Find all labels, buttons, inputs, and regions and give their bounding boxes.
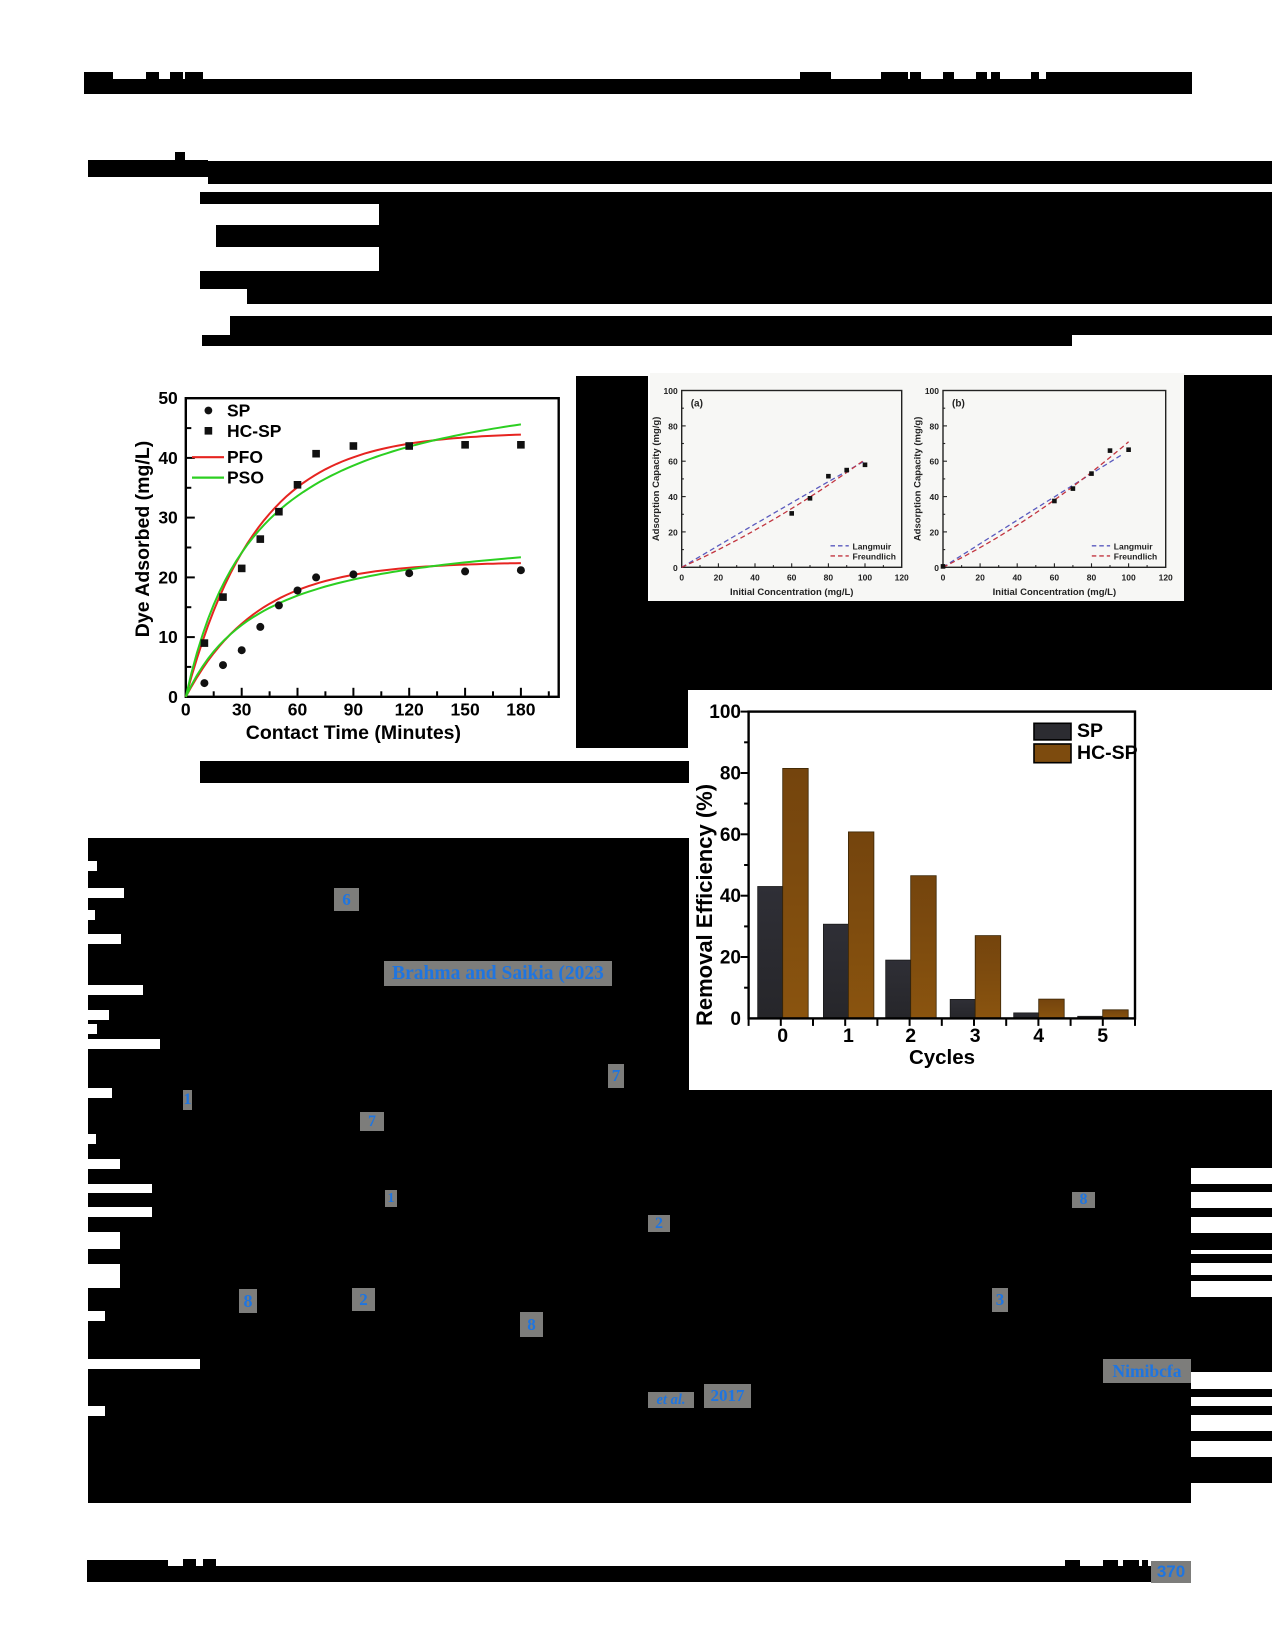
- svg-text:80: 80: [930, 421, 940, 431]
- svg-text:60: 60: [288, 700, 308, 720]
- svg-text:0: 0: [673, 563, 678, 573]
- svg-text:20: 20: [714, 572, 724, 582]
- svg-text:PFO: PFO: [227, 447, 263, 467]
- svg-text:3: 3: [970, 1025, 981, 1047]
- svg-text:0: 0: [934, 563, 939, 573]
- svg-text:(a): (a): [691, 399, 703, 410]
- svg-text:10: 10: [158, 627, 178, 647]
- svg-text:Freundlich: Freundlich: [1114, 551, 1157, 561]
- svg-text:60: 60: [720, 825, 741, 846]
- svg-text:Adsorption Capacity (mg/g): Adsorption Capacity (mg/g): [651, 417, 662, 542]
- svg-text:Adsorption Capacity (mg/g): Adsorption Capacity (mg/g): [913, 417, 924, 542]
- svg-text:SP: SP: [227, 401, 251, 421]
- svg-text:Freundlich: Freundlich: [853, 551, 896, 561]
- svg-text:1: 1: [843, 1025, 854, 1047]
- svg-text:Cycles: Cycles: [909, 1046, 975, 1069]
- svg-text:20: 20: [930, 527, 940, 537]
- svg-text:0: 0: [181, 700, 191, 720]
- svg-text:2: 2: [905, 1025, 916, 1047]
- svg-text:0: 0: [777, 1025, 788, 1047]
- svg-text:PSO: PSO: [227, 468, 264, 488]
- svg-text:20: 20: [975, 572, 985, 582]
- svg-text:40: 40: [1012, 572, 1022, 582]
- svg-text:120: 120: [1159, 572, 1173, 582]
- svg-text:Langmuir: Langmuir: [853, 541, 892, 551]
- svg-text:60: 60: [668, 457, 678, 467]
- svg-text:80: 80: [824, 572, 834, 582]
- svg-text:20: 20: [668, 527, 678, 537]
- svg-text:100: 100: [925, 386, 939, 396]
- svg-text:Initial Concentration (mg/L): Initial Concentration (mg/L): [730, 587, 854, 598]
- svg-text:Dye Adsorbed (mg/L): Dye Adsorbed (mg/L): [132, 441, 154, 637]
- svg-text:Initial Concentration (mg/L): Initial Concentration (mg/L): [993, 587, 1116, 598]
- svg-text:HC-SP: HC-SP: [1077, 742, 1138, 764]
- svg-text:0: 0: [168, 687, 178, 707]
- svg-text:60: 60: [930, 457, 940, 467]
- svg-text:120: 120: [895, 572, 909, 582]
- svg-text:0: 0: [679, 572, 684, 582]
- svg-text:30: 30: [232, 700, 252, 720]
- svg-text:40: 40: [668, 492, 678, 502]
- svg-text:20: 20: [158, 567, 178, 587]
- svg-text:80: 80: [720, 764, 741, 785]
- svg-text:0: 0: [941, 572, 946, 582]
- svg-text:100: 100: [1122, 572, 1136, 582]
- svg-text:Contact Time (Minutes): Contact Time (Minutes): [246, 722, 461, 744]
- svg-text:50: 50: [158, 388, 178, 408]
- svg-text:150: 150: [450, 700, 479, 720]
- svg-text:30: 30: [158, 508, 178, 528]
- svg-text:4: 4: [1033, 1025, 1044, 1047]
- svg-text:(b): (b): [952, 399, 965, 410]
- svg-text:90: 90: [344, 700, 364, 720]
- svg-text:80: 80: [668, 421, 678, 431]
- svg-text:40: 40: [720, 886, 741, 907]
- svg-text:Langmuir: Langmuir: [1114, 541, 1153, 551]
- svg-text:100: 100: [664, 386, 678, 396]
- svg-text:80: 80: [1087, 572, 1097, 582]
- svg-text:40: 40: [750, 572, 760, 582]
- svg-text:Removal Efficiency (%): Removal Efficiency (%): [692, 784, 717, 1026]
- svg-text:HC-SP: HC-SP: [227, 421, 282, 441]
- svg-text:120: 120: [395, 700, 424, 720]
- svg-text:SP: SP: [1077, 720, 1103, 742]
- svg-text:180: 180: [506, 700, 535, 720]
- svg-text:5: 5: [1097, 1025, 1108, 1047]
- svg-text:60: 60: [1050, 572, 1060, 582]
- svg-text:100: 100: [858, 572, 872, 582]
- svg-text:40: 40: [158, 448, 178, 468]
- svg-text:100: 100: [709, 702, 741, 723]
- svg-text:60: 60: [787, 572, 797, 582]
- svg-text:20: 20: [720, 948, 741, 969]
- svg-text:40: 40: [930, 492, 940, 502]
- svg-text:0: 0: [730, 1009, 741, 1030]
